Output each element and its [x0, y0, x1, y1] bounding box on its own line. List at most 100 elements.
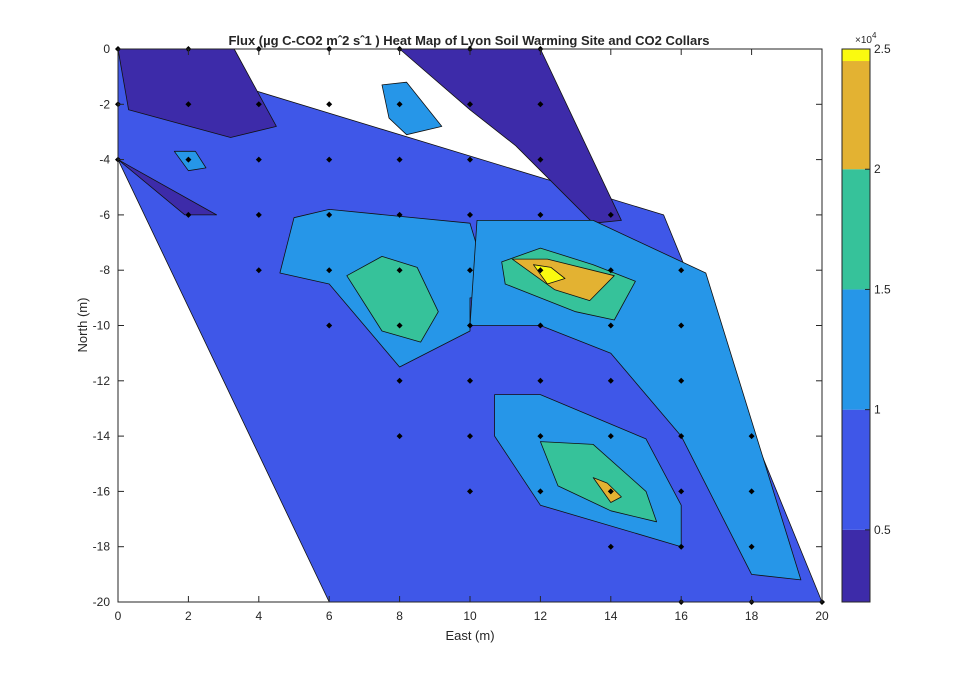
contour-region-9: [346, 255, 439, 343]
colorbar-band: [842, 289, 870, 410]
collar-point: [607, 377, 614, 384]
x-axis-label: East (m): [445, 628, 494, 643]
y-tick-label: -20: [93, 595, 111, 609]
colorbar-band: [842, 61, 870, 170]
collar-point: [467, 322, 473, 329]
colorbar: 0.5 1 1.5 2 2.5: [841, 42, 891, 603]
y-tick-label: -8: [99, 263, 110, 277]
collar-point: [326, 267, 333, 274]
colorbar-tick-label: 2: [874, 162, 881, 176]
x-tick-label: 20: [815, 609, 829, 623]
colorbar-band: [842, 409, 870, 530]
x-tick-label: 14: [604, 609, 618, 623]
collar-point: [537, 156, 544, 163]
collar-point: [185, 211, 192, 218]
collar-point: [255, 211, 262, 218]
collar-point: [537, 377, 544, 384]
contour-region-13: [592, 477, 622, 503]
collar-point: [607, 322, 614, 329]
contour-region-3: [117, 159, 218, 216]
collar-point: [748, 433, 755, 440]
contour-region-5: [173, 150, 207, 172]
collar-point: [326, 322, 333, 329]
collar-point: [678, 433, 685, 440]
collar-point: [678, 543, 685, 550]
collar-point: [678, 322, 685, 329]
collar-point: [185, 101, 192, 108]
y-tick-label: -4: [99, 153, 110, 167]
collar-point: [396, 433, 403, 440]
y-tick-label: -14: [93, 429, 111, 443]
colorbar-tick-label: 2.5: [874, 42, 891, 56]
collar-point: [748, 543, 755, 550]
collar-point: [467, 488, 473, 495]
colorbar-tick-label: 1: [874, 403, 881, 417]
colorbar-frame: [841, 48, 871, 603]
collar-point: [467, 377, 473, 384]
x-tick-label: 4: [255, 609, 262, 623]
collar-point: [396, 211, 403, 218]
collar-point: [396, 101, 403, 108]
collar-point: [537, 211, 544, 218]
collar-point: [326, 101, 333, 108]
collar-point: [396, 322, 403, 329]
x-axis-ticks: 0 2 4 6 8 10 12 14 16 18 20: [115, 49, 829, 623]
y-tick-label: -12: [93, 374, 111, 388]
y-axis-ticks: 0 -2 -4 -6 -8 -10 -12 -14 -16 -18 -20: [93, 42, 822, 609]
y-axis-label: North (m): [75, 298, 90, 353]
colorbar-multiplier: ×104: [855, 31, 877, 46]
y-tick-label: -10: [93, 319, 111, 333]
colorbar-multiplier-exponent: 4: [872, 31, 877, 40]
collar-point: [467, 101, 473, 108]
y-tick-label: -18: [93, 540, 111, 554]
x-tick-label: 8: [396, 609, 403, 623]
collar-point: [537, 101, 544, 108]
collar-point: [678, 377, 685, 384]
collar-point: [467, 156, 473, 163]
collar-point: [255, 267, 262, 274]
collar-point: [607, 267, 614, 274]
x-tick-label: 0: [115, 609, 122, 623]
collar-point: [607, 211, 614, 218]
collar-point: [255, 156, 262, 163]
collar-point: [607, 488, 614, 495]
collar-point: [326, 211, 333, 218]
x-tick-label: 12: [534, 609, 548, 623]
y-tick-label: -16: [93, 484, 111, 498]
collar-point: [396, 267, 403, 274]
y-tick-label: 0: [103, 42, 110, 56]
contour-region-4: [381, 81, 443, 136]
x-tick-label: 18: [745, 609, 759, 623]
collar-point: [396, 377, 403, 384]
collar-point: [678, 488, 685, 495]
collar-point: [467, 433, 473, 440]
collar-point: [537, 433, 544, 440]
collar-point: [396, 156, 403, 163]
collar-point: [537, 322, 544, 329]
collar-point: [607, 543, 614, 550]
collar-point: [748, 488, 755, 495]
collar-point: [467, 211, 473, 218]
collar-point: [467, 267, 473, 274]
co2-collars: [115, 46, 825, 605]
x-tick-label: 10: [463, 609, 477, 623]
colorbar-tick-label: 0.5: [874, 523, 891, 537]
chart-title: Flux (µg C-CO2 mˆ2 sˆ1 ) Heat Map of Lyo…: [228, 33, 709, 48]
colorbar-band: [842, 529, 870, 602]
colorbar-band: [842, 49, 870, 62]
x-tick-label: 16: [675, 609, 689, 623]
collar-point: [326, 156, 333, 163]
collar-point: [537, 267, 544, 274]
colorbar-tick-label: 1.5: [874, 282, 891, 296]
collar-point: [678, 267, 685, 274]
collar-point: [607, 433, 614, 440]
collar-point: [537, 488, 544, 495]
colorbar-band: [842, 169, 870, 290]
collar-point: [255, 101, 262, 108]
y-tick-label: -6: [99, 208, 110, 222]
x-tick-label: 2: [185, 609, 192, 623]
x-tick-label: 6: [326, 609, 333, 623]
y-tick-label: -2: [99, 97, 110, 111]
contour-region-7: [469, 219, 802, 581]
